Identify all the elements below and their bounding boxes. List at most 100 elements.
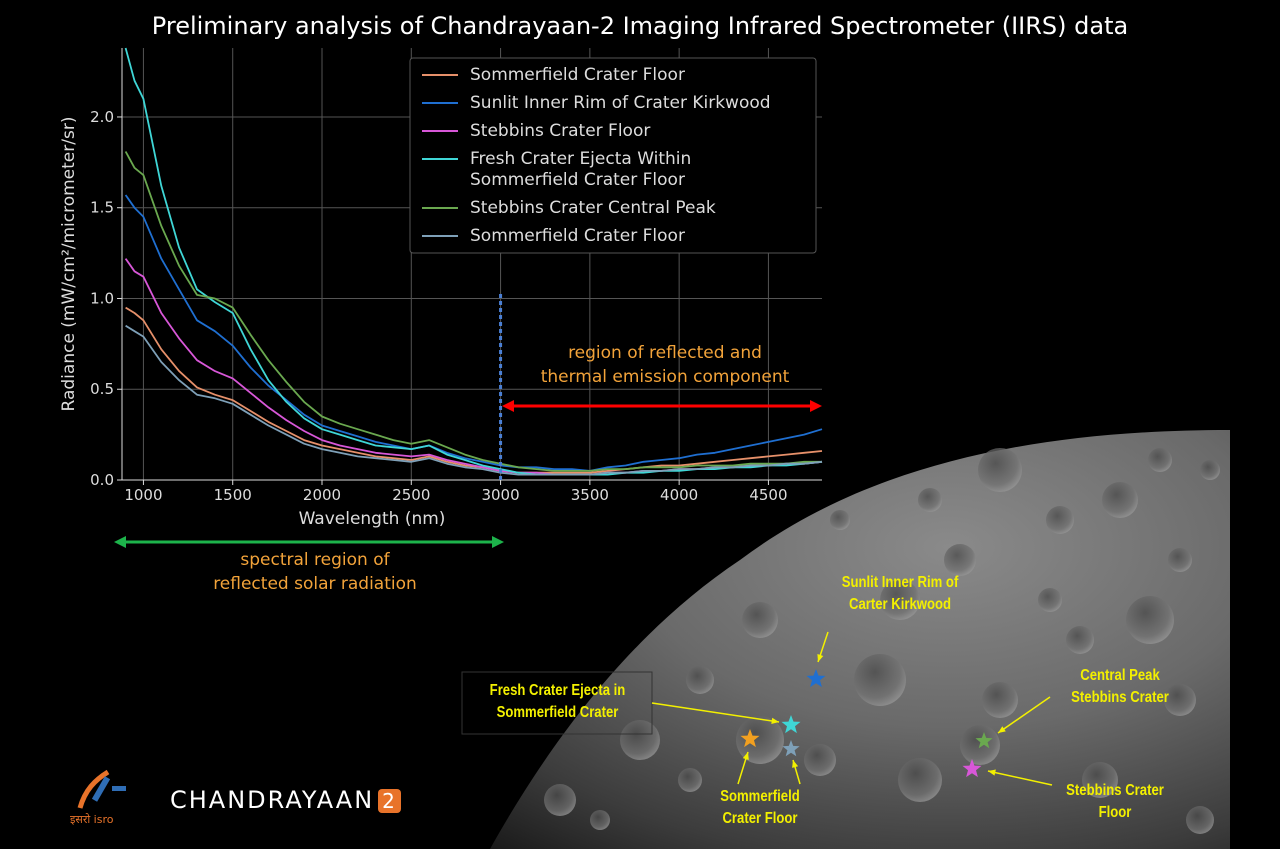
isro-logo-panel-2 [112,786,126,791]
crater [1102,482,1138,518]
central-peak-pointer-head [998,726,1006,733]
crater [590,810,610,830]
peak-line2: Stebbins Crater [1071,689,1169,706]
solar-region-label: spectral region of reflected solar radia… [150,548,480,596]
sommerfield-floor-2-star-marker [782,740,800,757]
ejecta-pointer-line [651,702,780,723]
series-line-2 [124,194,823,472]
mission-number: 2 [378,789,401,813]
crater [880,580,920,620]
crater [1082,762,1118,798]
crater [944,544,976,576]
crater [982,682,1018,718]
kirkwood-line2: Carter Kirkwood [848,596,952,613]
crater [918,488,942,512]
legend-label: Stebbins Crater Central Peak [470,198,716,218]
y-tick-label: 0.5 [90,380,114,398]
isro-logo-panel [91,776,111,802]
kirkwood-pointer-head [817,654,824,662]
ejecta-line2: Sommerfield Crater [496,704,619,721]
stebbins-floor-map-label: Stebbins Crater Floor [1054,780,1177,824]
ejecta-map-label: Fresh Crater Ejecta in Sommerfield Crate… [482,680,634,724]
ejecta-line1: Fresh Crater Ejecta in [489,682,626,699]
ejecta-star-marker [781,715,801,734]
solar-region-line2: reflected solar radiation [213,574,417,594]
legend-label: Sunlit Inner Rim of Crater Kirkwood [470,93,771,113]
stebbins-floor-pointer-head [988,769,996,776]
x-tick-label: 2500 [392,486,430,504]
crater [1046,506,1074,534]
series-line-1 [125,306,823,474]
crater [1126,596,1174,644]
crater [1066,626,1094,654]
legend-label: Sommerfield Crater Floor [470,65,685,85]
sfloor-line1: Sommerfield [720,788,800,805]
crater [1038,588,1062,612]
peak-line1: Central Peak [1080,667,1160,684]
legend-box [409,57,817,254]
kirkwood-star-marker [806,669,826,688]
stebbins-floor-pointer-line [987,770,1053,786]
kirkwood-line1: Sunlit Inner Rim of [841,574,959,591]
solar-arrow-head-right [492,536,504,548]
solar-region-line1: spectral region of [240,550,390,570]
y-axis-label: Radiance (mW/cm²/micrometer/sr) [59,117,79,412]
crater [686,666,714,694]
y-tick-label: 0.0 [90,471,114,489]
x-tick-label: 1500 [214,486,252,504]
crater [830,510,850,530]
sommerfield-floor-pointer-a-head [742,752,749,760]
crater [804,744,836,776]
central-peak-map-label: Central Peak Stebbins Crater [1046,665,1194,709]
legend-label: Sommerfield Crater Floor [470,170,685,190]
kirkwood-map-label: Sunlit Inner Rim of Carter Kirkwood [826,572,974,616]
sfloor-line2: Crater Floor [722,810,798,827]
stebbins-floor-star-marker [962,759,982,778]
series-line-5 [124,151,822,472]
figure-title: Preliminary analysis of Chandrayaan-2 Im… [151,12,1129,40]
crater [978,448,1022,492]
crater [1186,806,1214,834]
legend-label: Fresh Crater Ejecta Within [470,149,691,169]
crater [620,720,660,760]
ejecta-pointer-head [771,717,779,724]
central-peak-pointer-line [997,696,1051,734]
thermal-region-label: region of reflected and thermal emission… [500,341,830,389]
x-tick-label: 1000 [124,486,162,504]
crater [1164,684,1196,716]
y-tick-label: 1.0 [90,289,114,307]
x-tick-label: 3500 [571,486,609,504]
thermal-region-line2: thermal emission component [540,367,790,387]
chandrayaan-logo: CHANDRAYAAN 2 [170,786,401,814]
y-tick-label: 1.5 [90,199,114,217]
x-axis-label: Wavelength (nm) [299,509,446,529]
x-tick-label: 2000 [303,486,341,504]
solar-arrow-head-left [114,536,126,548]
thermal-arrow-head-left [502,400,514,412]
legend-label: Sommerfield Crater Floor [470,226,685,246]
y-tick-label: 2.0 [90,108,114,126]
crater [1148,448,1172,472]
thermal-region-line1: region of reflected and [568,343,762,363]
legend-label: Stebbins Crater Floor [470,121,650,141]
sommerfield-floor-pointer-b-head [792,760,799,768]
isro-logo-text: इसरो isro [70,813,114,826]
sommerfield-floor-map-label: Sommerfield Crater Floor [703,786,818,830]
series-line-6 [125,324,823,476]
crater [544,784,576,816]
stfloor-line2: Floor [1098,804,1132,821]
crater [1168,548,1192,572]
crater [854,654,906,706]
sommerfield-floor-star-marker [740,729,760,748]
isro-logo-swoosh [77,769,110,809]
x-tick-label: 4500 [749,486,787,504]
x-tick-label: 3000 [481,486,519,504]
mission-name: CHANDRAYAAN [170,786,375,814]
crater [742,602,778,638]
crater [898,758,942,802]
crater [678,768,702,792]
thermal-arrow-head-right [810,400,822,412]
central-peak-star-marker [975,732,993,749]
